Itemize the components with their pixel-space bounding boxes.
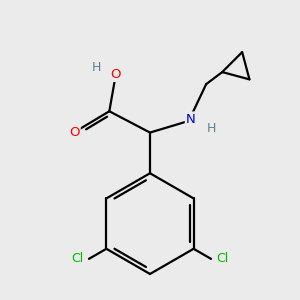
Text: Cl: Cl [217, 252, 229, 266]
Text: H: H [92, 61, 101, 74]
Text: O: O [69, 126, 80, 139]
Text: H: H [206, 122, 216, 135]
Text: N: N [186, 112, 196, 125]
Text: Cl: Cl [71, 252, 83, 266]
Text: O: O [110, 68, 120, 81]
